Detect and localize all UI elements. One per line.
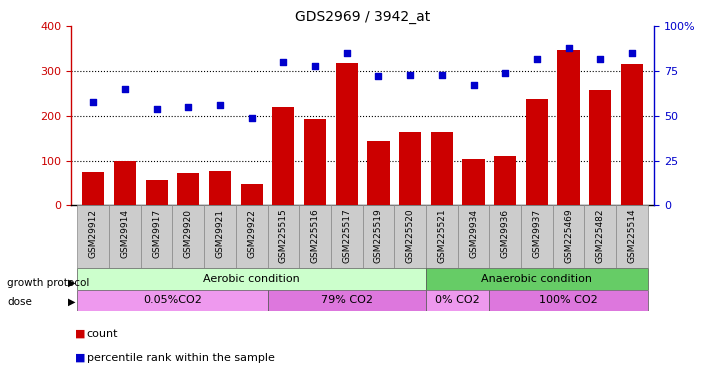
Point <box>151 106 162 112</box>
Point <box>341 50 353 56</box>
FancyBboxPatch shape <box>77 290 267 311</box>
Bar <box>431 132 453 206</box>
Point <box>278 59 289 65</box>
FancyBboxPatch shape <box>426 268 648 290</box>
FancyBboxPatch shape <box>77 268 426 290</box>
Point <box>309 63 321 69</box>
FancyBboxPatch shape <box>489 290 648 311</box>
Point <box>531 56 542 62</box>
Bar <box>526 99 548 206</box>
Bar <box>114 160 136 206</box>
Bar <box>399 132 421 206</box>
FancyBboxPatch shape <box>173 206 204 268</box>
Text: 0% CO2: 0% CO2 <box>435 296 480 306</box>
Text: GSM225515: GSM225515 <box>279 209 288 263</box>
Point <box>468 82 479 88</box>
Point <box>500 70 511 76</box>
Text: GSM225469: GSM225469 <box>564 209 573 263</box>
Point <box>594 56 606 62</box>
Text: 0.05%CO2: 0.05%CO2 <box>143 296 202 306</box>
Point <box>87 99 99 105</box>
Bar <box>209 171 231 206</box>
Point <box>373 74 384 80</box>
Bar <box>621 64 643 206</box>
FancyBboxPatch shape <box>458 206 489 268</box>
Point <box>246 115 257 121</box>
Text: Anaerobic condition: Anaerobic condition <box>481 274 592 284</box>
FancyBboxPatch shape <box>426 290 489 311</box>
FancyBboxPatch shape <box>552 206 584 268</box>
Text: GSM29917: GSM29917 <box>152 209 161 258</box>
Text: Aerobic condition: Aerobic condition <box>203 274 300 284</box>
FancyBboxPatch shape <box>77 206 109 268</box>
Text: GSM225521: GSM225521 <box>437 209 447 263</box>
Text: GSM29920: GSM29920 <box>184 209 193 258</box>
Text: GSM29921: GSM29921 <box>215 209 225 258</box>
Text: GSM29912: GSM29912 <box>89 209 98 258</box>
Bar <box>82 172 105 206</box>
FancyBboxPatch shape <box>299 206 331 268</box>
FancyBboxPatch shape <box>426 206 458 268</box>
Bar <box>368 141 390 206</box>
Point <box>183 104 194 110</box>
FancyBboxPatch shape <box>616 206 648 268</box>
FancyBboxPatch shape <box>267 206 299 268</box>
Bar <box>462 159 485 206</box>
Text: GSM225516: GSM225516 <box>311 209 319 263</box>
Bar <box>336 63 358 206</box>
Text: GSM225520: GSM225520 <box>406 209 415 263</box>
FancyBboxPatch shape <box>236 206 267 268</box>
Text: 79% CO2: 79% CO2 <box>321 296 373 306</box>
Text: percentile rank within the sample: percentile rank within the sample <box>87 353 274 363</box>
FancyBboxPatch shape <box>267 290 426 311</box>
Bar <box>177 173 199 206</box>
Text: ▶: ▶ <box>68 278 75 288</box>
Point <box>563 45 574 51</box>
FancyBboxPatch shape <box>109 206 141 268</box>
Bar <box>557 50 579 206</box>
Point <box>436 72 447 78</box>
Text: ▶: ▶ <box>68 297 75 307</box>
Text: GSM29914: GSM29914 <box>120 209 129 258</box>
Text: count: count <box>87 329 118 339</box>
Text: dose: dose <box>7 297 32 307</box>
Text: ■: ■ <box>75 329 85 339</box>
Text: ■: ■ <box>75 353 85 363</box>
Point <box>214 102 225 108</box>
FancyBboxPatch shape <box>141 206 173 268</box>
Title: GDS2969 / 3942_at: GDS2969 / 3942_at <box>295 10 430 24</box>
Bar <box>304 119 326 206</box>
Bar <box>494 156 516 206</box>
Point <box>626 50 638 56</box>
FancyBboxPatch shape <box>521 206 552 268</box>
Bar <box>146 180 168 206</box>
Point <box>405 72 416 78</box>
Text: GSM29922: GSM29922 <box>247 209 256 258</box>
Bar <box>240 184 263 206</box>
Text: GSM29934: GSM29934 <box>469 209 478 258</box>
Bar <box>589 90 611 206</box>
FancyBboxPatch shape <box>489 206 521 268</box>
FancyBboxPatch shape <box>331 206 363 268</box>
Text: GSM225514: GSM225514 <box>627 209 636 263</box>
FancyBboxPatch shape <box>204 206 236 268</box>
Text: GSM29937: GSM29937 <box>533 209 541 258</box>
Text: 100% CO2: 100% CO2 <box>539 296 598 306</box>
Text: GSM225519: GSM225519 <box>374 209 383 263</box>
Text: GSM29936: GSM29936 <box>501 209 510 258</box>
Text: growth protocol: growth protocol <box>7 278 90 288</box>
Text: GSM225482: GSM225482 <box>596 209 605 263</box>
Bar <box>272 107 294 206</box>
FancyBboxPatch shape <box>395 206 426 268</box>
Text: GSM225517: GSM225517 <box>342 209 351 263</box>
FancyBboxPatch shape <box>363 206 395 268</box>
Point <box>119 86 131 92</box>
FancyBboxPatch shape <box>584 206 616 268</box>
